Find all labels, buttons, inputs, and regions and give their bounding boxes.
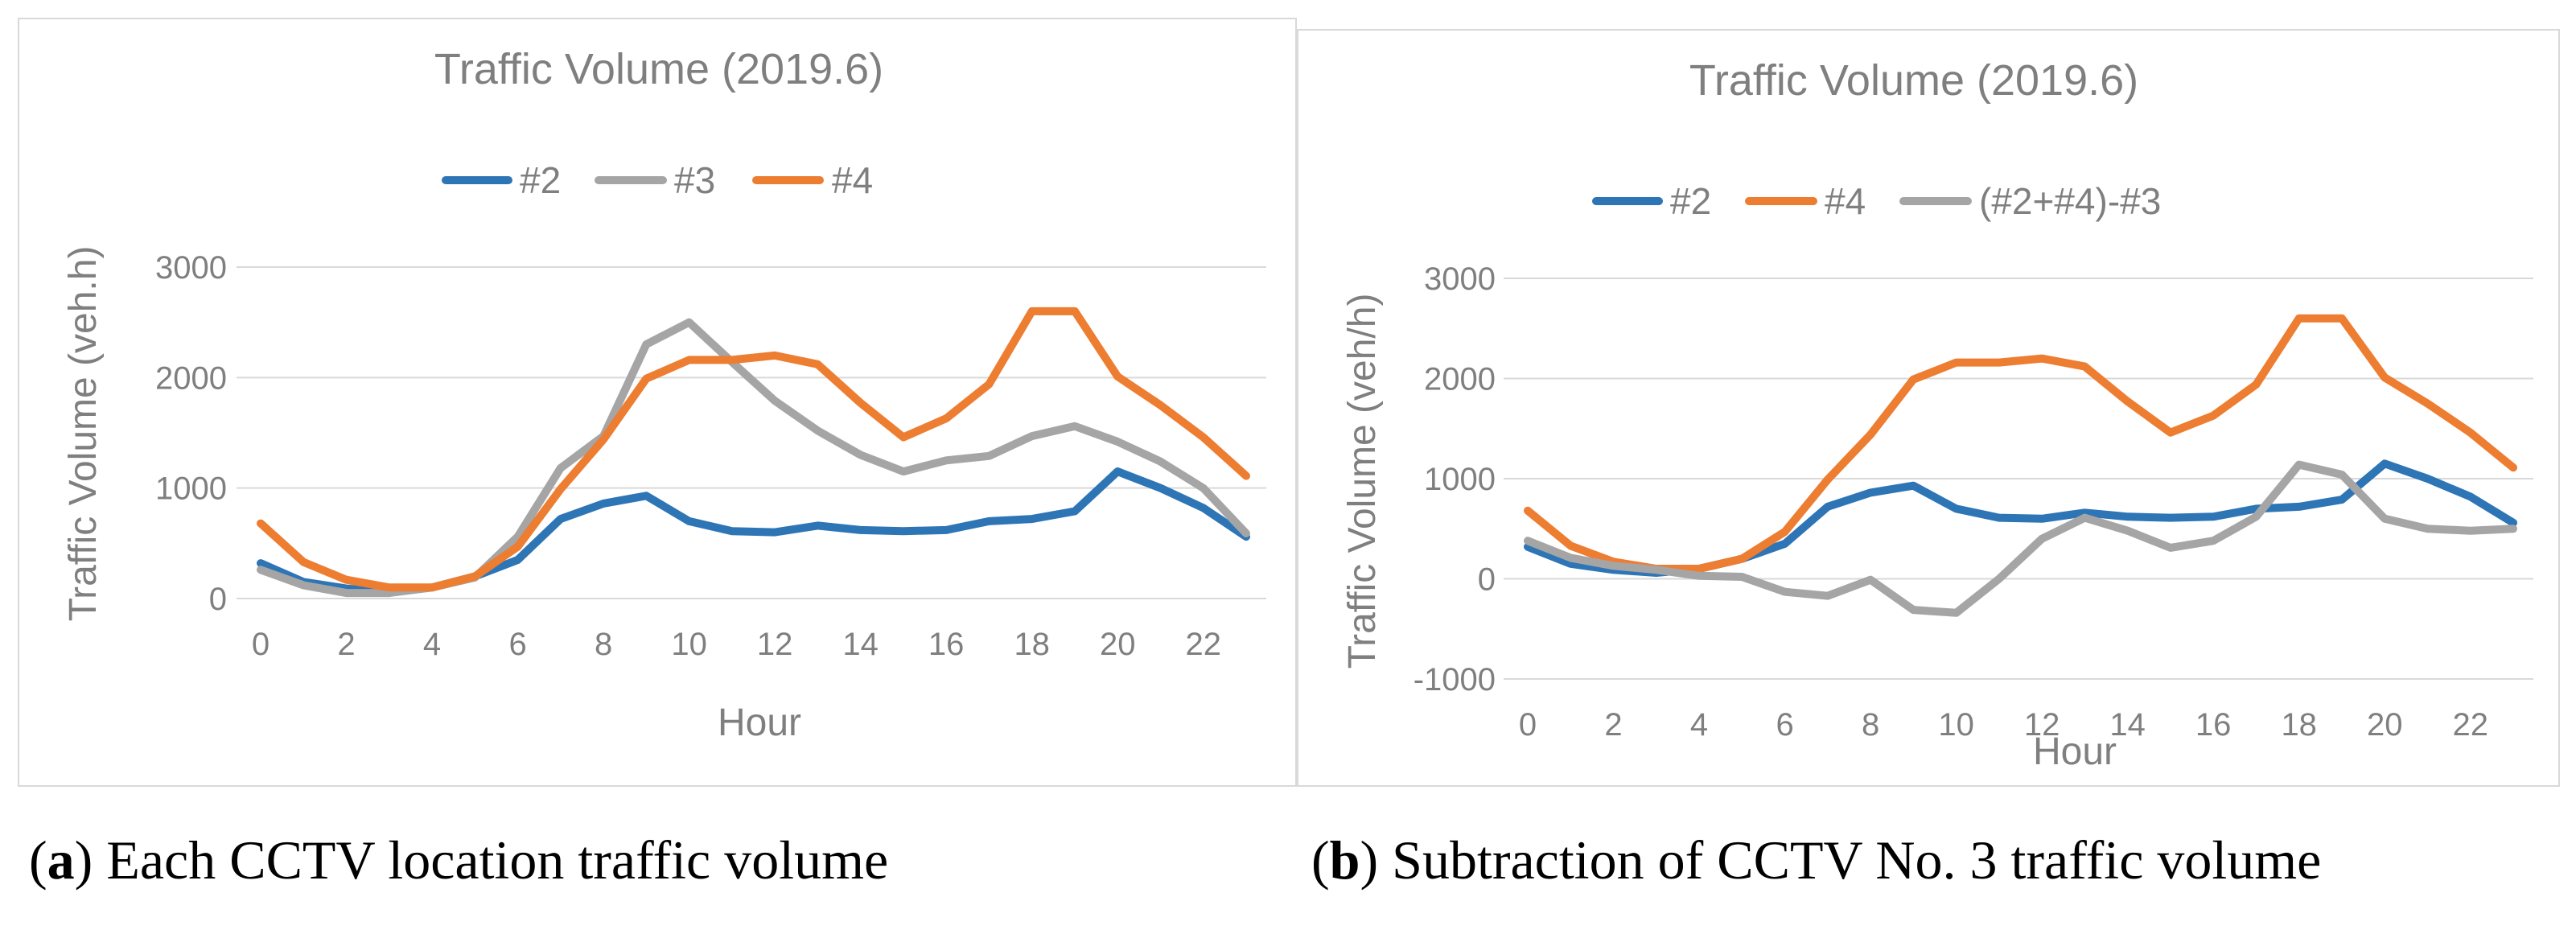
x-tick-label-a: 10 — [671, 627, 707, 662]
x-tick-label-a: 4 — [423, 627, 441, 662]
x-tick-label-b: 10 — [1938, 707, 1974, 743]
x-axis-title-a: Hour — [718, 702, 801, 744]
x-tick-label-b: 4 — [1690, 707, 1708, 743]
x-tick-label-b: 14 — [2109, 707, 2146, 743]
y-tick-label-b: 0 — [1478, 562, 1496, 598]
chart-a: Traffic Volume (2019.6) 0 1000 2000 3000 0 2 4 6… — [62, 45, 1266, 744]
x-tick-label-a: 18 — [1014, 627, 1050, 662]
series-line-a-1 — [257, 467, 1250, 596]
x-tick-label-a: 14 — [842, 627, 879, 662]
legend-label-a-3: #4 — [832, 159, 873, 201]
x-tick-label-b: 6 — [1776, 707, 1793, 743]
y-tick-label-a: 3000 — [155, 250, 227, 286]
y-axis-title-a: Traffic Volume (veh.h) — [62, 246, 105, 622]
legend-label-a-1: #2 — [520, 159, 561, 201]
y-tick-label-b: 3000 — [1424, 261, 1496, 297]
x-axis-title-b: Hour — [2033, 730, 2117, 773]
x-tick-label-b: 22 — [2452, 707, 2488, 743]
series-line-b-3 — [1524, 460, 2517, 617]
x-tick-label-a: 8 — [595, 627, 612, 662]
caption-a: (a) Each CCTV location traffic volume — [29, 829, 889, 891]
legend-label-b-2: #4 — [1825, 180, 1866, 222]
caption-b-text: Subtraction of CCTV No. 3 traffic volume — [1378, 829, 2322, 891]
y-tick-label-b: -1000 — [1414, 662, 1496, 697]
y-tick-label-b: 2000 — [1424, 362, 1496, 397]
series-line-b-2 — [1524, 314, 2517, 573]
series-line-a-2 — [257, 318, 1250, 598]
x-tick-label-b: 16 — [2195, 707, 2232, 743]
x-tick-label-b: 2 — [1604, 707, 1622, 743]
legend-label-b-1: #2 — [1670, 180, 1711, 222]
y-axis-title-b: Traffic Volume (veh/h) — [1341, 294, 1384, 669]
y-tick-label-a: 0 — [209, 582, 227, 617]
caption-a-label: a — [47, 829, 75, 891]
y-tick-label-a: 2000 — [155, 360, 227, 396]
y-tick-label-a: 1000 — [155, 471, 227, 507]
caption-b-label: b — [1329, 829, 1360, 891]
x-tick-label-b: 20 — [2367, 707, 2403, 743]
x-tick-label-b: 18 — [2281, 707, 2317, 743]
series-line-a-3 — [257, 307, 1250, 592]
caption-b: (b) Subtraction of CCTV No. 3 traffic vo… — [1311, 829, 2322, 891]
x-tick-label-b: 0 — [1519, 707, 1537, 743]
chart-panel-a: Traffic Volume (2019.6) 0 1000 2000 3000 0 2 4 6… — [18, 18, 1297, 787]
x-tick-label-b: 8 — [1862, 707, 1879, 743]
x-tick-label-a: 6 — [508, 627, 526, 662]
x-tick-label-b: 12 — [2024, 707, 2060, 743]
legend-label-b-3: (#2+#4)-#3 — [1979, 180, 2161, 222]
legend-label-a-2: #3 — [674, 159, 715, 201]
chart-panel-b: Traffic Volume (2019.6) -1000 0 1000 2000 300… — [1297, 29, 2560, 787]
x-tick-label-a: 2 — [337, 627, 355, 662]
x-tick-label-a: 0 — [252, 627, 270, 662]
x-tick-label-a: 22 — [1185, 627, 1221, 662]
x-tick-label-a: 20 — [1100, 627, 1136, 662]
chart-title-a: Traffic Volume (2019.6) — [434, 45, 883, 93]
x-tick-label-a: 12 — [757, 627, 793, 662]
chart-b: Traffic Volume (2019.6) -1000 0 1000 2000 300… — [1341, 56, 2533, 773]
chart-title-b: Traffic Volume (2019.6) — [1689, 56, 2138, 105]
caption-a-text: Each CCTV location traffic volume — [93, 829, 889, 891]
x-tick-label-a: 16 — [928, 627, 965, 662]
y-tick-label-b: 1000 — [1424, 462, 1496, 497]
